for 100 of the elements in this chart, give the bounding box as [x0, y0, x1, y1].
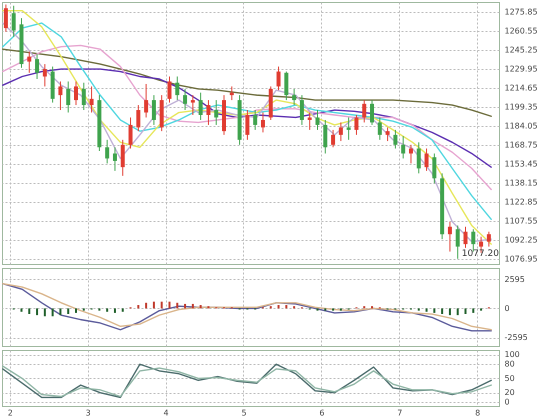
bar [200, 305, 202, 308]
bar [168, 302, 170, 308]
bar [152, 302, 155, 308]
line-series [2, 68, 492, 168]
bar [448, 308, 451, 316]
candlestick [206, 100, 210, 126]
bar [285, 305, 288, 308]
x-tick-label: 3 [86, 408, 91, 418]
bar [36, 308, 38, 316]
line-series [2, 44, 492, 190]
y-tick-label: 80 [504, 360, 515, 369]
bar [44, 308, 46, 316]
candlestick [152, 94, 156, 126]
bar [160, 302, 163, 308]
y-tick-label: 1260.55 [504, 26, 538, 36]
y-tick-label: 20 [504, 388, 515, 398]
y-tick-label: 1153.45 [504, 160, 538, 169]
y-tick-label: 0 [504, 304, 510, 313]
y-tick-label: 1168.75 [504, 140, 538, 150]
candlestick [58, 80, 62, 111]
y-tick-label: 1138.15 [504, 178, 538, 188]
candlestick [338, 122, 343, 142]
candlestick [4, 4, 8, 32]
candlestick [105, 139, 110, 164]
candlestick [253, 110, 258, 130]
candlestick [323, 119, 328, 154]
candlestick [136, 104, 140, 132]
candlestick [416, 142, 421, 174]
candlestick [230, 86, 234, 101]
candlestick [315, 110, 320, 130]
candlestick [112, 146, 117, 172]
y-tick-label: 0 [504, 398, 510, 407]
candlestick [393, 129, 398, 150]
candlestick [456, 225, 460, 260]
candlestick [82, 82, 86, 111]
y-tick-label: 100 [504, 350, 520, 360]
candlestick [346, 116, 351, 140]
bar [122, 308, 124, 312]
x-tick-label: 6 [319, 408, 324, 418]
candlestick [284, 71, 288, 101]
candlestick [354, 114, 358, 136]
y-tick-label: 1214.65 [504, 84, 538, 93]
candlestick [464, 226, 468, 248]
candlestick [120, 139, 125, 176]
y-tick-label: 50 [504, 374, 515, 383]
bar [28, 308, 30, 314]
candlestick [90, 86, 94, 114]
bar [52, 308, 54, 316]
bar [456, 308, 459, 316]
bar [106, 308, 108, 312]
y-tick-label: 1107.55 [504, 216, 538, 226]
candlestick [432, 152, 436, 184]
y-tick-label: 1275.85 [504, 8, 538, 17]
bar [75, 308, 78, 313]
y-tick-label: 1092.25 [504, 236, 538, 245]
y-tick-label: 1245.25 [504, 46, 538, 55]
candlestick [486, 231, 491, 248]
candlestick [308, 112, 312, 130]
y-tick-label: 1122.85 [504, 198, 538, 207]
candlestick [27, 51, 32, 74]
candlestick [408, 144, 413, 164]
candlestick [362, 100, 366, 123]
candlestick [190, 94, 195, 116]
candlestick [386, 126, 390, 142]
candlestick [370, 100, 374, 126]
y-tick-label: 1076.95 [504, 254, 538, 264]
candlestick [183, 88, 188, 111]
annotation: 1077.20 [462, 248, 500, 259]
y-tick-label: 1199.35 [504, 102, 538, 112]
line-series [2, 48, 492, 117]
candlestick [378, 116, 382, 140]
candlestick [214, 100, 218, 126]
bar [114, 308, 116, 313]
candlestick [448, 221, 452, 252]
bar [464, 308, 467, 314]
candlestick [35, 54, 40, 80]
bar [278, 305, 280, 308]
bar [433, 308, 436, 313]
candlestick [300, 94, 304, 126]
candlestick [12, 5, 16, 38]
y-tick-label: 1184.05 [504, 122, 538, 131]
candlestick [276, 66, 281, 91]
candlestick [245, 110, 250, 140]
bar [145, 302, 148, 308]
bar [176, 302, 178, 308]
candlestick [128, 116, 133, 150]
x-tick-label: 4 [164, 408, 169, 418]
bar [441, 308, 444, 314]
y-tick-label: 2595 [504, 274, 525, 284]
x-tick-label: 5 [241, 408, 247, 418]
y-tick-label: 1229.95 [504, 64, 538, 74]
bar [67, 308, 70, 314]
candlestick [331, 129, 336, 148]
bar [59, 308, 62, 316]
candlestick [401, 136, 406, 159]
candlestick [198, 92, 203, 120]
bar [137, 305, 140, 308]
candlestick [144, 83, 148, 118]
candlestick [424, 148, 429, 172]
candlestick [74, 80, 78, 106]
